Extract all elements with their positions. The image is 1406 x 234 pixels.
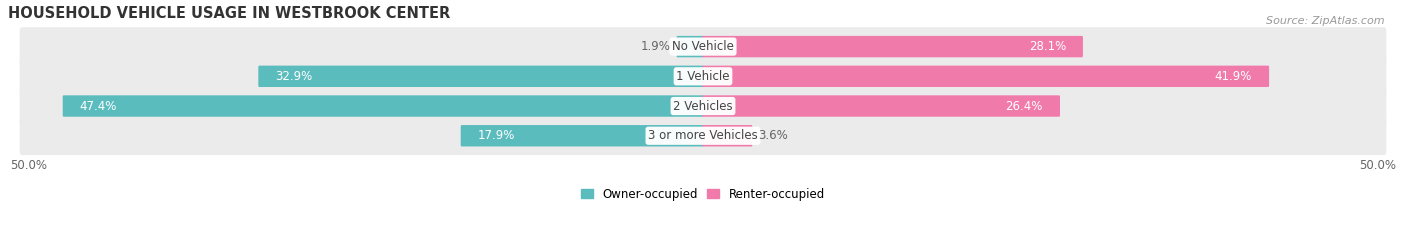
Text: 26.4%: 26.4%	[1005, 99, 1043, 113]
Text: 17.9%: 17.9%	[478, 129, 515, 142]
FancyBboxPatch shape	[676, 36, 704, 57]
FancyBboxPatch shape	[20, 117, 1386, 155]
Text: 47.4%: 47.4%	[80, 99, 117, 113]
FancyBboxPatch shape	[702, 95, 1060, 117]
FancyBboxPatch shape	[20, 87, 1386, 125]
Text: Source: ZipAtlas.com: Source: ZipAtlas.com	[1267, 16, 1385, 26]
Text: 41.9%: 41.9%	[1215, 70, 1253, 83]
Text: 28.1%: 28.1%	[1029, 40, 1066, 53]
Text: 32.9%: 32.9%	[276, 70, 312, 83]
FancyBboxPatch shape	[20, 57, 1386, 96]
FancyBboxPatch shape	[20, 27, 1386, 66]
FancyBboxPatch shape	[259, 66, 704, 87]
Text: HOUSEHOLD VEHICLE USAGE IN WESTBROOK CENTER: HOUSEHOLD VEHICLE USAGE IN WESTBROOK CEN…	[8, 6, 450, 21]
Text: 2 Vehicles: 2 Vehicles	[673, 99, 733, 113]
Text: 1.9%: 1.9%	[641, 40, 671, 53]
Text: 1 Vehicle: 1 Vehicle	[676, 70, 730, 83]
FancyBboxPatch shape	[702, 66, 1270, 87]
Legend: Owner-occupied, Renter-occupied: Owner-occupied, Renter-occupied	[576, 183, 830, 205]
FancyBboxPatch shape	[702, 125, 752, 146]
Text: 3 or more Vehicles: 3 or more Vehicles	[648, 129, 758, 142]
FancyBboxPatch shape	[461, 125, 704, 146]
Text: No Vehicle: No Vehicle	[672, 40, 734, 53]
FancyBboxPatch shape	[702, 36, 1083, 57]
Text: 3.6%: 3.6%	[758, 129, 789, 142]
FancyBboxPatch shape	[63, 95, 704, 117]
